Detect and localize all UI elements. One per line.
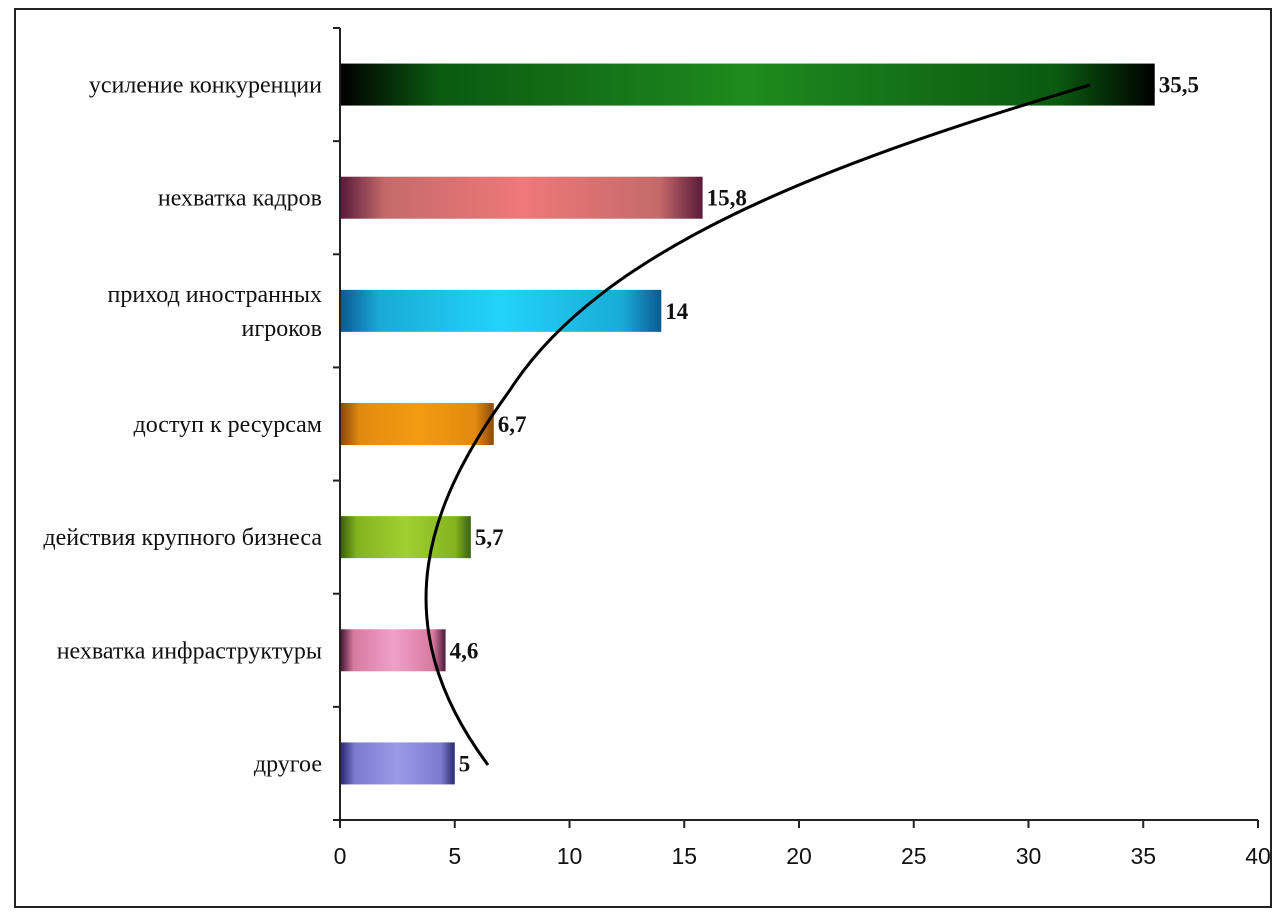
category-label: нехватка инфраструктуры (57, 638, 322, 664)
x-tick-label: 0 (334, 843, 347, 869)
value-label: 5 (459, 751, 471, 776)
category-label: нехватка кадров (158, 186, 322, 212)
x-tick-label: 30 (1016, 843, 1042, 869)
category-label: приход иностранных (108, 282, 322, 308)
value-label: 15,8 (707, 186, 747, 211)
value-label: 6,7 (498, 412, 527, 437)
x-tick-label: 35 (1130, 843, 1156, 869)
bar (341, 289, 662, 332)
x-tick-label: 5 (448, 843, 461, 869)
value-label: 35,5 (1159, 73, 1199, 98)
bar (341, 403, 494, 445)
trend-curve (424, 83, 1091, 766)
category-label: доступ к ресурсам (133, 412, 322, 438)
x-tick-label: 15 (671, 843, 697, 869)
bar (341, 742, 455, 785)
bar (341, 176, 703, 219)
value-label: 14 (665, 299, 689, 324)
x-tick-label: 20 (786, 843, 812, 869)
category-label: другое (254, 751, 322, 777)
bar (341, 516, 471, 559)
value-label: 4,6 (450, 638, 479, 663)
x-tick-label: 10 (557, 843, 583, 869)
chart-frame (14, 8, 1272, 908)
bar (341, 63, 1155, 106)
value-label: 5,7 (475, 525, 504, 550)
x-tick-label: 25 (901, 843, 927, 869)
category-label: действия крупного бизнеса (43, 525, 322, 551)
category-label: усиление конкуренции (89, 73, 322, 99)
category-label: игроков (242, 316, 322, 342)
x-tick-label: 40 (1245, 843, 1271, 869)
